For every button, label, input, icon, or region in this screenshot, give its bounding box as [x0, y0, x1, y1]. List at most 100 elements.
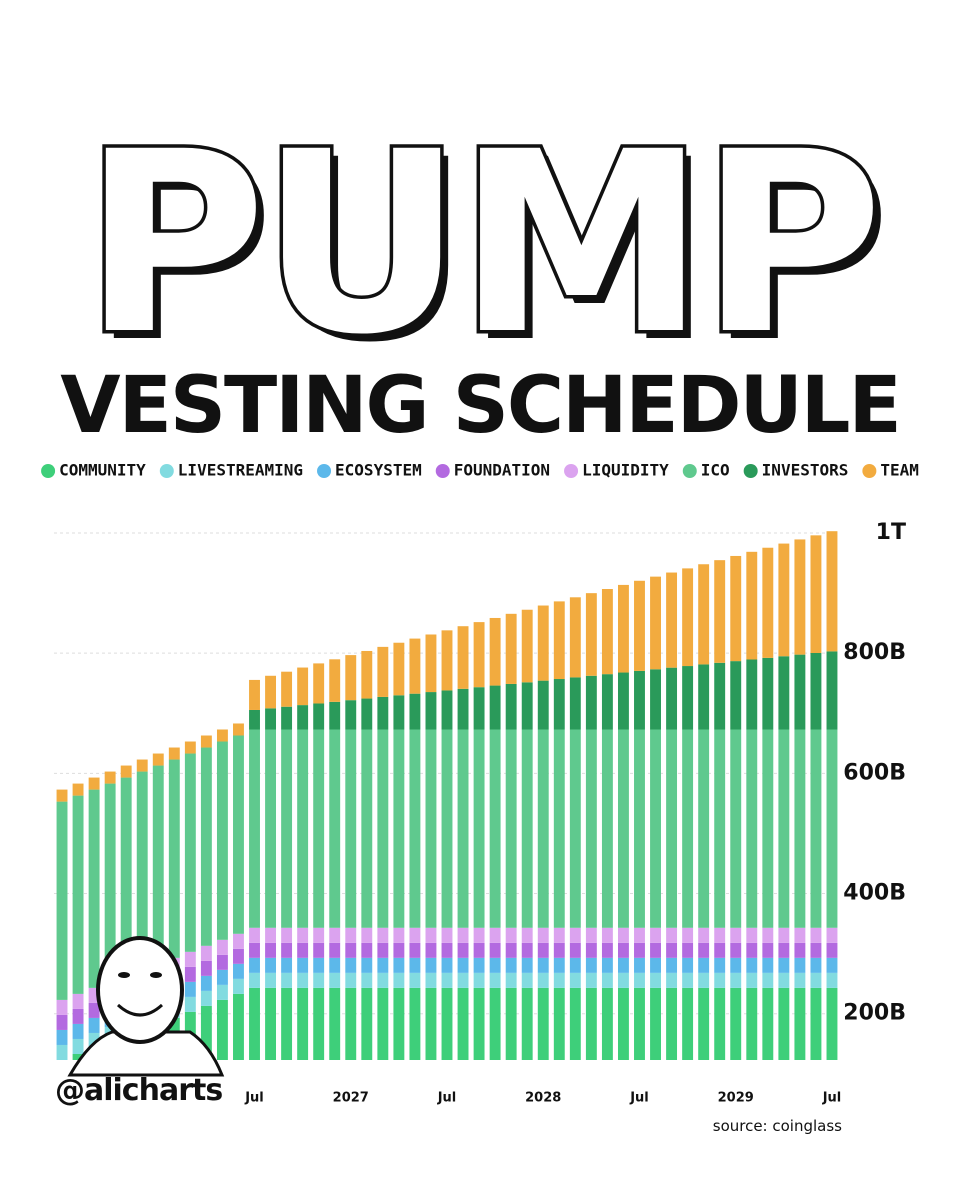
- bar-segment: [794, 957, 806, 973]
- bar-segment: [826, 987, 838, 1060]
- bar-segment: [537, 972, 549, 988]
- bar-segment: [730, 661, 742, 730]
- bar-segment: [361, 729, 373, 928]
- x-tick-label: Jul: [437, 1091, 457, 1106]
- bar-segment: [521, 729, 533, 928]
- bar-segment: [409, 693, 421, 730]
- bar-segment: [569, 597, 581, 678]
- bar-segment: [746, 927, 758, 943]
- bar-segment: [537, 987, 549, 1060]
- bar-segment: [377, 957, 389, 973]
- bar-segment: [88, 789, 100, 988]
- bar-segment: [489, 729, 501, 928]
- bar-segment: [601, 589, 613, 675]
- avatar-eye: [118, 972, 130, 978]
- bar-segment: [88, 1032, 100, 1048]
- x-tick-label: Jul: [629, 1091, 649, 1106]
- bar-segment: [393, 695, 405, 730]
- bar-segment: [505, 729, 517, 928]
- bar-segment: [329, 972, 341, 988]
- bar-segment: [585, 593, 597, 676]
- bar-segment: [281, 671, 293, 707]
- bar-segment: [698, 942, 710, 958]
- bar-segment: [345, 729, 357, 928]
- y-tick-label: 600B: [843, 760, 906, 785]
- bar-segment: [136, 759, 148, 772]
- bar-segment: [601, 927, 613, 943]
- bar-segment: [281, 729, 293, 928]
- bar-segment: [200, 747, 212, 946]
- legend-label: ICO: [701, 461, 730, 480]
- bar-segment: [698, 564, 710, 665]
- bar-segment: [72, 795, 84, 994]
- bar-segment: [714, 987, 726, 1060]
- bar-segment: [778, 927, 790, 943]
- legend-swatch: [435, 464, 450, 478]
- bar-segment: [233, 993, 244, 1060]
- x-tick-label: 2027: [333, 1091, 369, 1106]
- bar-segment: [265, 957, 277, 973]
- bar-segment: [682, 942, 694, 958]
- bar-segment: [473, 987, 485, 1060]
- bar-segment: [778, 656, 790, 730]
- chart-title: PUMP: [83, 98, 877, 389]
- bar-segment: [650, 942, 661, 958]
- bar-segment: [698, 729, 710, 928]
- bar-segment: [746, 729, 758, 928]
- bar-segment: [489, 987, 501, 1060]
- bar-segment: [650, 669, 661, 730]
- bar-segment: [233, 735, 244, 934]
- bar-segment: [730, 729, 742, 928]
- bar-segment: [666, 729, 678, 928]
- bar-segment: [489, 927, 501, 943]
- bar-segment: [377, 972, 389, 988]
- bar-segment: [393, 927, 405, 943]
- bar-segment: [393, 987, 405, 1060]
- bar-segment: [457, 942, 469, 958]
- bar-segment: [72, 993, 84, 1009]
- bar-segment: [441, 630, 453, 691]
- legend-swatch: [317, 464, 332, 478]
- bar-segment: [505, 957, 517, 973]
- bar-segment: [794, 539, 806, 655]
- bar-segment: [521, 609, 533, 683]
- bar-segment: [762, 972, 774, 988]
- bar-segment: [521, 987, 533, 1060]
- legend-swatch: [41, 464, 56, 478]
- bar-segment: [88, 1017, 100, 1033]
- bar-segment: [297, 729, 309, 928]
- bar-segment: [377, 646, 389, 697]
- bar-segment: [457, 729, 469, 928]
- bar-segment: [682, 987, 694, 1060]
- y-tick-label: 400B: [843, 881, 906, 906]
- bar-segment: [537, 942, 549, 958]
- bar-segment: [473, 729, 485, 928]
- legend-swatch: [862, 464, 877, 478]
- bar-segment: [297, 957, 309, 973]
- bar-segment: [409, 987, 421, 1060]
- avatar-head: [96, 936, 184, 1044]
- bar-segment: [794, 942, 806, 958]
- bar-segment: [650, 729, 661, 928]
- bar-segment: [730, 927, 742, 943]
- bar-segment: [505, 972, 517, 988]
- bar-segment: [714, 942, 726, 958]
- avatar-eye: [150, 972, 162, 978]
- bar-segment: [714, 957, 726, 973]
- bar-segment: [569, 927, 581, 943]
- bar-segment: [345, 972, 357, 988]
- bar-segment: [313, 972, 325, 988]
- bar-segment: [794, 927, 806, 943]
- legend-label: COMMUNITY: [59, 461, 146, 480]
- bar-segment: [714, 972, 726, 988]
- bar-segment: [56, 1014, 68, 1030]
- bar-segment: [393, 957, 405, 973]
- bar-segment: [489, 957, 501, 973]
- bar-segment: [634, 729, 645, 928]
- bar-segment: [553, 679, 565, 730]
- bar-segment: [714, 662, 726, 730]
- bar-segment: [233, 723, 244, 736]
- bar-segment: [810, 535, 822, 654]
